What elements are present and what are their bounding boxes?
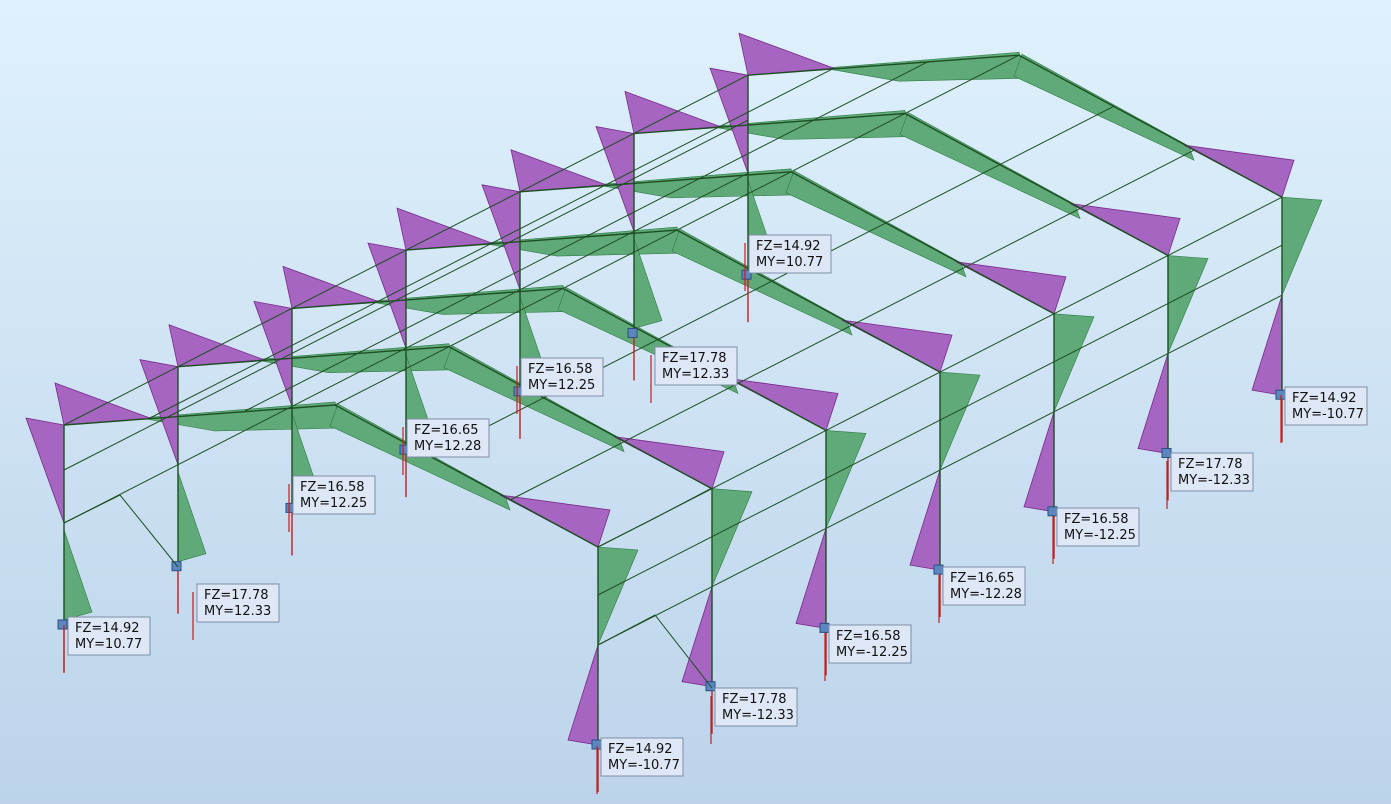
label-fz: FZ=16.58 [528,362,593,377]
label-fz: FZ=17.78 [662,351,727,366]
label-my: MY=12.28 [414,439,481,454]
rafter [63,404,336,426]
moment-rafter-right [1013,53,1195,161]
support [933,564,944,575]
label-box [654,346,738,386]
rafter [448,346,713,490]
rafter [676,229,941,373]
label-box [520,357,604,397]
label-box [406,418,490,458]
label-my: MY=12.33 [204,604,271,619]
rafter [291,287,564,310]
label-box [748,234,832,274]
label-my: MY=12.25 [300,496,367,511]
moment-rafter-right [785,170,967,278]
support [1161,448,1172,458]
label-fz: FZ=14.92 [1292,391,1357,406]
support [819,622,830,633]
label-my: MY=-12.33 [722,708,794,723]
reaction-labels: FZ=14.92MY=10.77FZ=17.78MY=12.33FZ=16.58… [63,234,1368,794]
label-my: MY=10.77 [756,255,823,270]
label-fz: FZ=16.58 [1064,512,1129,527]
label-fz: FZ=14.92 [75,621,140,636]
support [1047,506,1058,517]
label-fz: FZ=16.65 [950,571,1015,586]
bracing [63,494,179,568]
bracing [597,487,713,548]
label-my: MY=-12.28 [950,587,1022,602]
label-my: MY=-12.25 [1064,528,1136,543]
label-fz: FZ=16.58 [300,480,365,495]
rafter [334,404,599,548]
label-fz: FZ=14.92 [608,742,673,757]
label-my: MY=10.77 [75,637,142,652]
label-fz: FZ=16.58 [836,629,901,644]
label-my: MY=12.25 [528,378,595,393]
moment-rafter-right [899,112,1081,220]
moment-rafter-right [671,228,853,336]
rafter [904,112,1169,257]
label-my: MY=-12.25 [836,645,908,660]
label-box [1170,452,1254,492]
bracing [597,614,713,689]
label-fz: FZ=17.78 [204,588,269,603]
label-box [600,737,684,777]
label-fz: FZ=14.92 [756,239,821,254]
rafter [519,171,792,193]
label-fz: FZ=17.78 [1178,457,1243,472]
rafter [747,54,1020,76]
members [57,54,1286,792]
label-my: MY=-12.33 [1178,473,1250,488]
moment-rafter-right [443,345,625,453]
rafter [177,346,450,368]
label-fz: FZ=17.78 [722,692,787,707]
label-box [1284,386,1368,426]
label-box [714,687,798,727]
rafter [790,171,1055,315]
rafter [405,229,678,251]
label-fz: FZ=16.65 [414,423,479,438]
label-box [292,475,376,515]
support [171,561,182,572]
label-box [828,624,912,664]
label-my: MY=-10.77 [1292,407,1364,422]
label-box [67,616,151,656]
label-box [196,583,280,623]
label-my: MY=12.33 [662,367,729,382]
label-my: MY=-10.77 [608,758,680,773]
label-box [942,566,1026,606]
rafter [1018,54,1283,198]
rafter [633,112,906,135]
support [627,328,638,338]
support [57,619,68,630]
label-box [1056,507,1140,547]
support [741,269,752,280]
